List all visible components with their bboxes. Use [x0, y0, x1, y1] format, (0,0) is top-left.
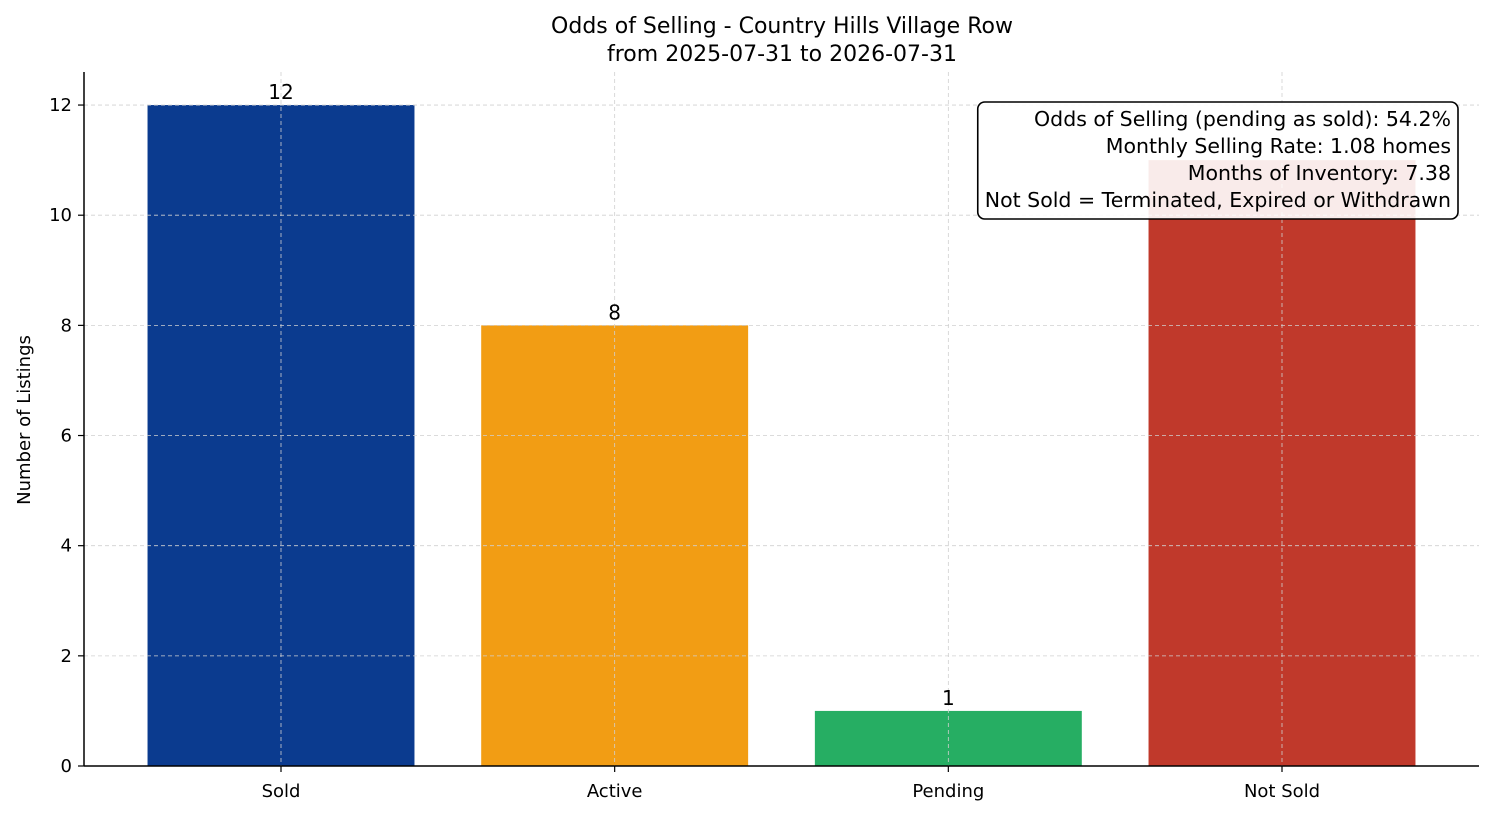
x-tick-label: Active — [587, 781, 643, 802]
stats-box-frame — [976, 101, 1459, 220]
y-tick-label: 4 — [61, 536, 72, 557]
y-tick-label: 8 — [61, 315, 72, 336]
chart-subtitle: from 2025-07-31 to 2026-07-31 — [607, 42, 957, 67]
stats-line: Not Sold = Terminated, Expired or Withdr… — [985, 188, 1451, 212]
x-tick-label: Not Sold — [1244, 781, 1320, 802]
stats-line: Months of Inventory: 7.38 — [1188, 161, 1451, 185]
bar-value-label: 1 — [942, 686, 955, 710]
y-tick-label: 12 — [49, 95, 72, 116]
x-tick-label: Sold — [262, 781, 301, 802]
y-tick-label: 0 — [61, 756, 72, 777]
axes — [83, 72, 1479, 767]
tick-labels: 0 2 4 6 8 10 12 Sold Active Pending Not Sold — [49, 95, 1320, 802]
stats-line: Odds of Selling (pending as sold): 54.2% — [1034, 107, 1451, 131]
stats-line: Monthly Selling Rate: 1.08 homes — [1106, 134, 1451, 158]
y-tick-label: 10 — [49, 205, 72, 226]
chart-title: Odds of Selling - Country Hills Village … — [551, 14, 1013, 39]
y-tick-label: 6 — [61, 426, 72, 447]
y-axis-label: Number of Listings — [14, 335, 35, 505]
x-tick-label: Pending — [912, 781, 984, 802]
y-tick-label: 2 — [61, 646, 72, 667]
bar-value-label: 12 — [268, 80, 293, 104]
bar-value-label: 8 — [608, 300, 621, 324]
stats-annotation-box: Odds of Selling (pending as sold): 54.2%… — [976, 101, 1459, 220]
data-labels: 12 8 1 — [268, 80, 954, 710]
